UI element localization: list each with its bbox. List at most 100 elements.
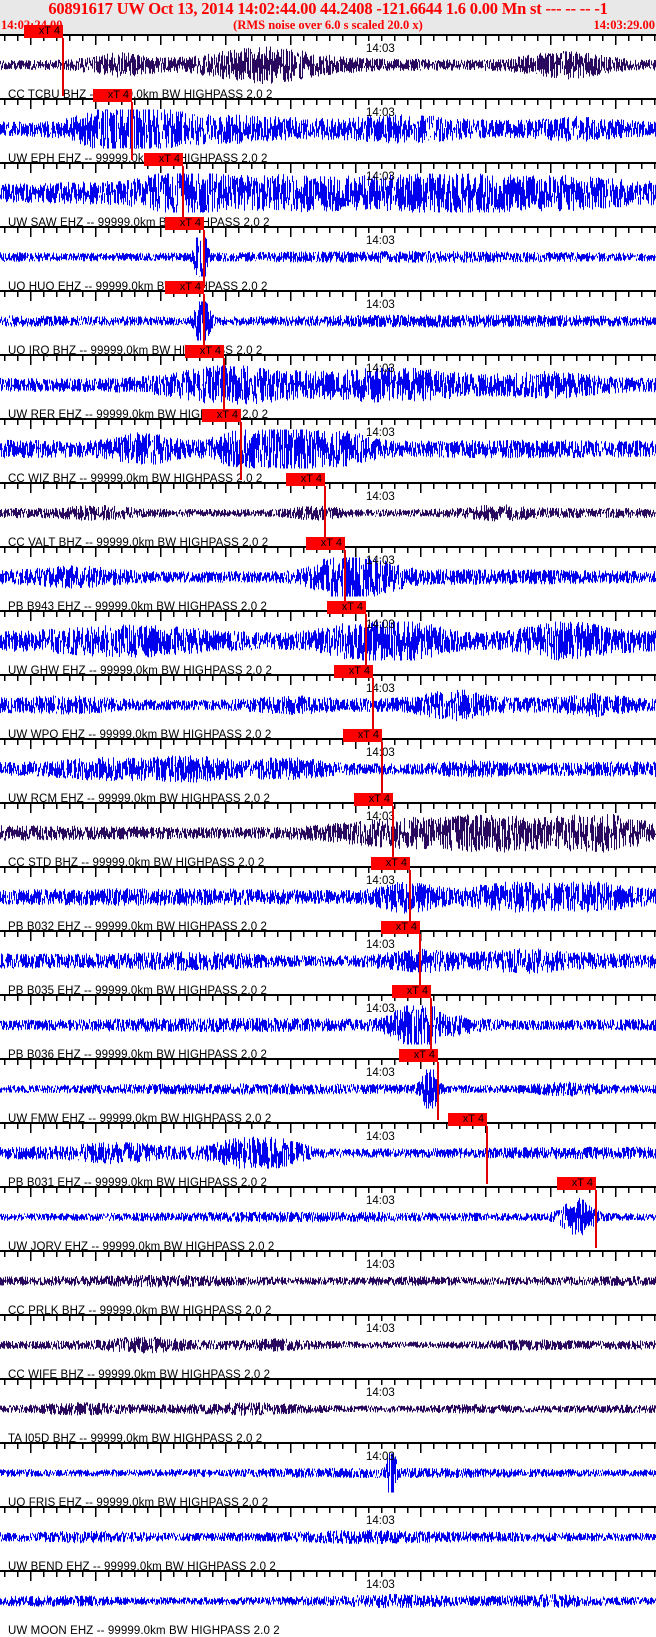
trace-row[interactable]: 14:03 UW GHW EHZ -- 99999.0km BW HIGHPASS… <box>0 601 656 677</box>
time-axis <box>0 866 656 877</box>
trace-row[interactable]: 14:03 UW EPH EHZ -- 99999.0km BW HIGHPASS… <box>0 89 656 165</box>
pick-label[interactable]: xT 4 <box>93 89 132 102</box>
waveform <box>0 45 656 85</box>
waveform <box>0 301 656 341</box>
time-axis <box>0 738 656 749</box>
trace-row[interactable]: 14:03 UW WPO EHZ -- 99999.0km BW HIGHPASS… <box>0 665 656 741</box>
station-label: UW MOON EHZ -- 99999.0km BW HIGHPASS 2.0… <box>8 1625 280 1637</box>
axis-time-label: 14:03 <box>366 747 395 759</box>
waveform <box>0 1005 656 1045</box>
pick-label[interactable]: xT 4 <box>392 985 431 998</box>
pick-label[interactable]: xT 4 <box>165 217 204 230</box>
pick-line <box>430 998 432 1056</box>
pick-line <box>409 870 411 928</box>
pick-label[interactable]: xT 4 <box>306 537 345 550</box>
trace-row[interactable]: 14:03 UO FRIS EHZ -- 99999.0km BW HIGHPAS… <box>0 1442 656 1509</box>
axis-time-label: 14:03 <box>366 939 395 951</box>
pick-line <box>486 1126 488 1184</box>
waveform <box>0 1389 656 1429</box>
time-axis <box>0 418 656 429</box>
axis-time-label: 14:03 <box>366 363 395 375</box>
waveform <box>0 749 656 789</box>
trace-row[interactable]: 14:03 TA I05D BHZ -- 99999.0km BW HIGHPAS… <box>0 1378 656 1445</box>
trace-row[interactable]: 14:03 CC PRLK BHZ -- 99999.0km BW HIGHPAS… <box>0 1250 656 1317</box>
time-axis <box>0 34 656 45</box>
pick-line <box>62 38 64 96</box>
pick-label[interactable]: xT 4 <box>185 345 224 358</box>
pick-label[interactable]: xT 4 <box>371 857 410 870</box>
trace-row[interactable]: 14:03 PB B031 EHZ -- 99999.0km BW HIGHPAS… <box>0 1113 656 1189</box>
time-axis <box>0 802 656 813</box>
time-axis <box>0 1570 656 1581</box>
header-bar: 60891617 UW Oct 13, 2014 14:02:44.00 44.… <box>0 0 656 34</box>
waveform <box>0 1133 656 1173</box>
pick-line <box>595 1190 597 1248</box>
axis-time-label: 14:03 <box>366 875 395 887</box>
trace-row[interactable]: 14:03 CC WIFE BHZ -- 99999.0km BW HIGHPAS… <box>0 1314 656 1381</box>
pick-line <box>240 422 242 480</box>
axis-time-label: 14:03 <box>366 1387 395 1399</box>
trace-row[interactable]: 14:03 UW RER EHZ -- 99999.0km BW HIGHPASS… <box>0 345 656 421</box>
pick-line <box>381 742 383 800</box>
pick-line <box>203 294 205 352</box>
pick-label[interactable]: xT 4 <box>557 1177 596 1190</box>
pick-line <box>344 550 346 608</box>
trace-row[interactable]: 14:03 UW JORV EHZ -- 99999.0km BW HIGHPAS… <box>0 1177 656 1253</box>
trace-row[interactable]: 14:03 UO HUO EHZ -- 99999.0km BW HIGHPASS… <box>0 217 656 293</box>
time-axis <box>0 354 656 365</box>
axis-time-label: 14:03 <box>366 235 395 247</box>
waveform <box>0 1517 656 1557</box>
waveform <box>0 941 656 981</box>
axis-time-label: 14:03 <box>366 427 395 439</box>
pick-label[interactable]: xT 4 <box>381 921 420 934</box>
trace-row[interactable]: 14:03 PB B036 EHZ -- 99999.0km BW HIGHPAS… <box>0 985 656 1061</box>
pick-label[interactable]: xT 4 <box>165 281 204 294</box>
trace-row[interactable]: 14:03 CC STD BHZ -- 99999.0km BW HIGHPASS… <box>0 793 656 869</box>
time-axis <box>0 1314 656 1325</box>
trace-row[interactable]: 14:03 PB B035 EHZ -- 99999.0km BW HIGHPAS… <box>0 921 656 997</box>
pick-label[interactable]: xT 4 <box>202 409 241 422</box>
pick-line <box>437 1062 439 1120</box>
trace-row[interactable]: 14:03 UW SAW EHZ -- 99999.0km BW HIGHPASS… <box>0 153 656 229</box>
window-end-time: 14:03:29.00 <box>593 18 655 32</box>
time-axis <box>0 482 656 493</box>
trace-row[interactable]: 14:03 PB B032 EHZ -- 99999.0km BW HIGHPAS… <box>0 857 656 933</box>
trace-row[interactable]: 14:03 CC WIZ BHZ -- 99999.0km BW HIGHPASS… <box>0 409 656 485</box>
pick-line <box>392 806 394 864</box>
trace-row[interactable]: 14:03 UW BEND EHZ -- 99999.0km BW HIGHPAS… <box>0 1506 656 1573</box>
trace-row[interactable]: 14:03 UO IRQ BHZ -- 99999.0km BW HIGHPASS… <box>0 281 656 357</box>
pick-label[interactable]: xT 4 <box>144 153 183 166</box>
pick-label[interactable]: xT 4 <box>343 729 382 742</box>
axis-time-label: 14:03 <box>366 555 395 567</box>
time-axis <box>0 994 656 1005</box>
time-axis <box>0 162 656 173</box>
trace-row[interactable]: 14:03 UW MOON EHZ -- 99999.0km BW HIGHPAS… <box>0 1570 656 1637</box>
pick-label[interactable]: xT 4 <box>24 25 63 38</box>
axis-time-label: 14:03 <box>366 1131 395 1143</box>
time-axis <box>0 1122 656 1133</box>
pick-label[interactable]: xT 4 <box>286 473 325 486</box>
pick-label[interactable]: xT 4 <box>354 793 393 806</box>
waveform <box>0 813 656 853</box>
trace-row[interactable]: 14:03 UW FMW EHZ -- 99999.0km BW HIGHPASS… <box>0 1049 656 1125</box>
pick-label[interactable]: xT 4 <box>448 1113 487 1126</box>
waveform <box>0 685 656 725</box>
pick-line <box>372 678 374 736</box>
waveform <box>0 1261 656 1301</box>
pick-label[interactable]: xT 4 <box>399 1049 438 1062</box>
waveform <box>0 1581 656 1621</box>
pick-label[interactable]: xT 4 <box>327 601 366 614</box>
pick-line <box>419 934 421 992</box>
waveform <box>0 365 656 405</box>
time-axis <box>0 1442 656 1453</box>
time-axis <box>0 1186 656 1197</box>
axis-time-label: 14:03 <box>366 299 395 311</box>
event-header-title: 60891617 UW Oct 13, 2014 14:02:44.00 44.… <box>48 0 608 18</box>
axis-time-label: 14:03 <box>366 1195 395 1207</box>
waveform <box>0 173 656 213</box>
waveform <box>0 1453 656 1493</box>
pick-label[interactable]: xT 4 <box>334 665 373 678</box>
waveform <box>0 493 656 533</box>
